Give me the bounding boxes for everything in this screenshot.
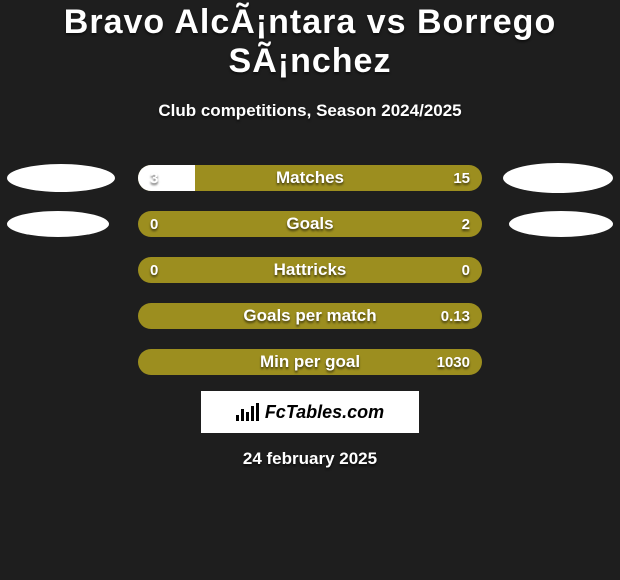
stat-value-right: 0.13 bbox=[441, 308, 470, 325]
bar-chart-icon bbox=[236, 403, 259, 421]
stat-value-right: 2 bbox=[462, 216, 470, 233]
stat-label: Goals bbox=[138, 214, 482, 234]
stat-bar: Goals per match bbox=[138, 303, 482, 329]
stat-bar: Matches bbox=[138, 165, 482, 191]
stat-label: Hattricks bbox=[138, 260, 482, 280]
stat-row-matches: Matches 3 15 bbox=[0, 155, 620, 201]
fctables-brand-link[interactable]: FcTables.com bbox=[201, 391, 419, 433]
stat-bar: Min per goal bbox=[138, 349, 482, 375]
stats-container: Matches 3 15 Goals 0 2 Hattricks 0 0 Goa… bbox=[0, 155, 620, 385]
brand-text: FcTables.com bbox=[265, 402, 384, 423]
stat-value-left: 0 bbox=[150, 262, 158, 279]
stat-bar: Goals bbox=[138, 211, 482, 237]
stat-value-right: 15 bbox=[453, 170, 470, 187]
stat-label: Goals per match bbox=[138, 306, 482, 326]
stat-value-right: 1030 bbox=[437, 354, 470, 371]
stat-row-hattricks: Hattricks 0 0 bbox=[0, 247, 620, 293]
page-title: Bravo AlcÃ¡ntara vs Borrego SÃ¡nchez bbox=[0, 0, 620, 81]
subtitle: Club competitions, Season 2024/2025 bbox=[0, 101, 620, 121]
stat-label: Matches bbox=[138, 168, 482, 188]
stat-label: Min per goal bbox=[138, 352, 482, 372]
stat-row-goals: Goals 0 2 bbox=[0, 201, 620, 247]
date-text: 24 february 2025 bbox=[0, 449, 620, 469]
stat-value-left: 3 bbox=[150, 170, 158, 187]
ellipse-icon bbox=[509, 211, 613, 237]
stat-row-min-per-goal: Min per goal 1030 bbox=[0, 339, 620, 385]
stat-value-right: 0 bbox=[462, 262, 470, 279]
ellipse-icon bbox=[503, 163, 613, 193]
stat-bar: Hattricks bbox=[138, 257, 482, 283]
ellipse-icon bbox=[7, 164, 115, 192]
stat-row-goals-per-match: Goals per match 0.13 bbox=[0, 293, 620, 339]
stat-value-left: 0 bbox=[150, 216, 158, 233]
ellipse-icon bbox=[7, 211, 109, 237]
